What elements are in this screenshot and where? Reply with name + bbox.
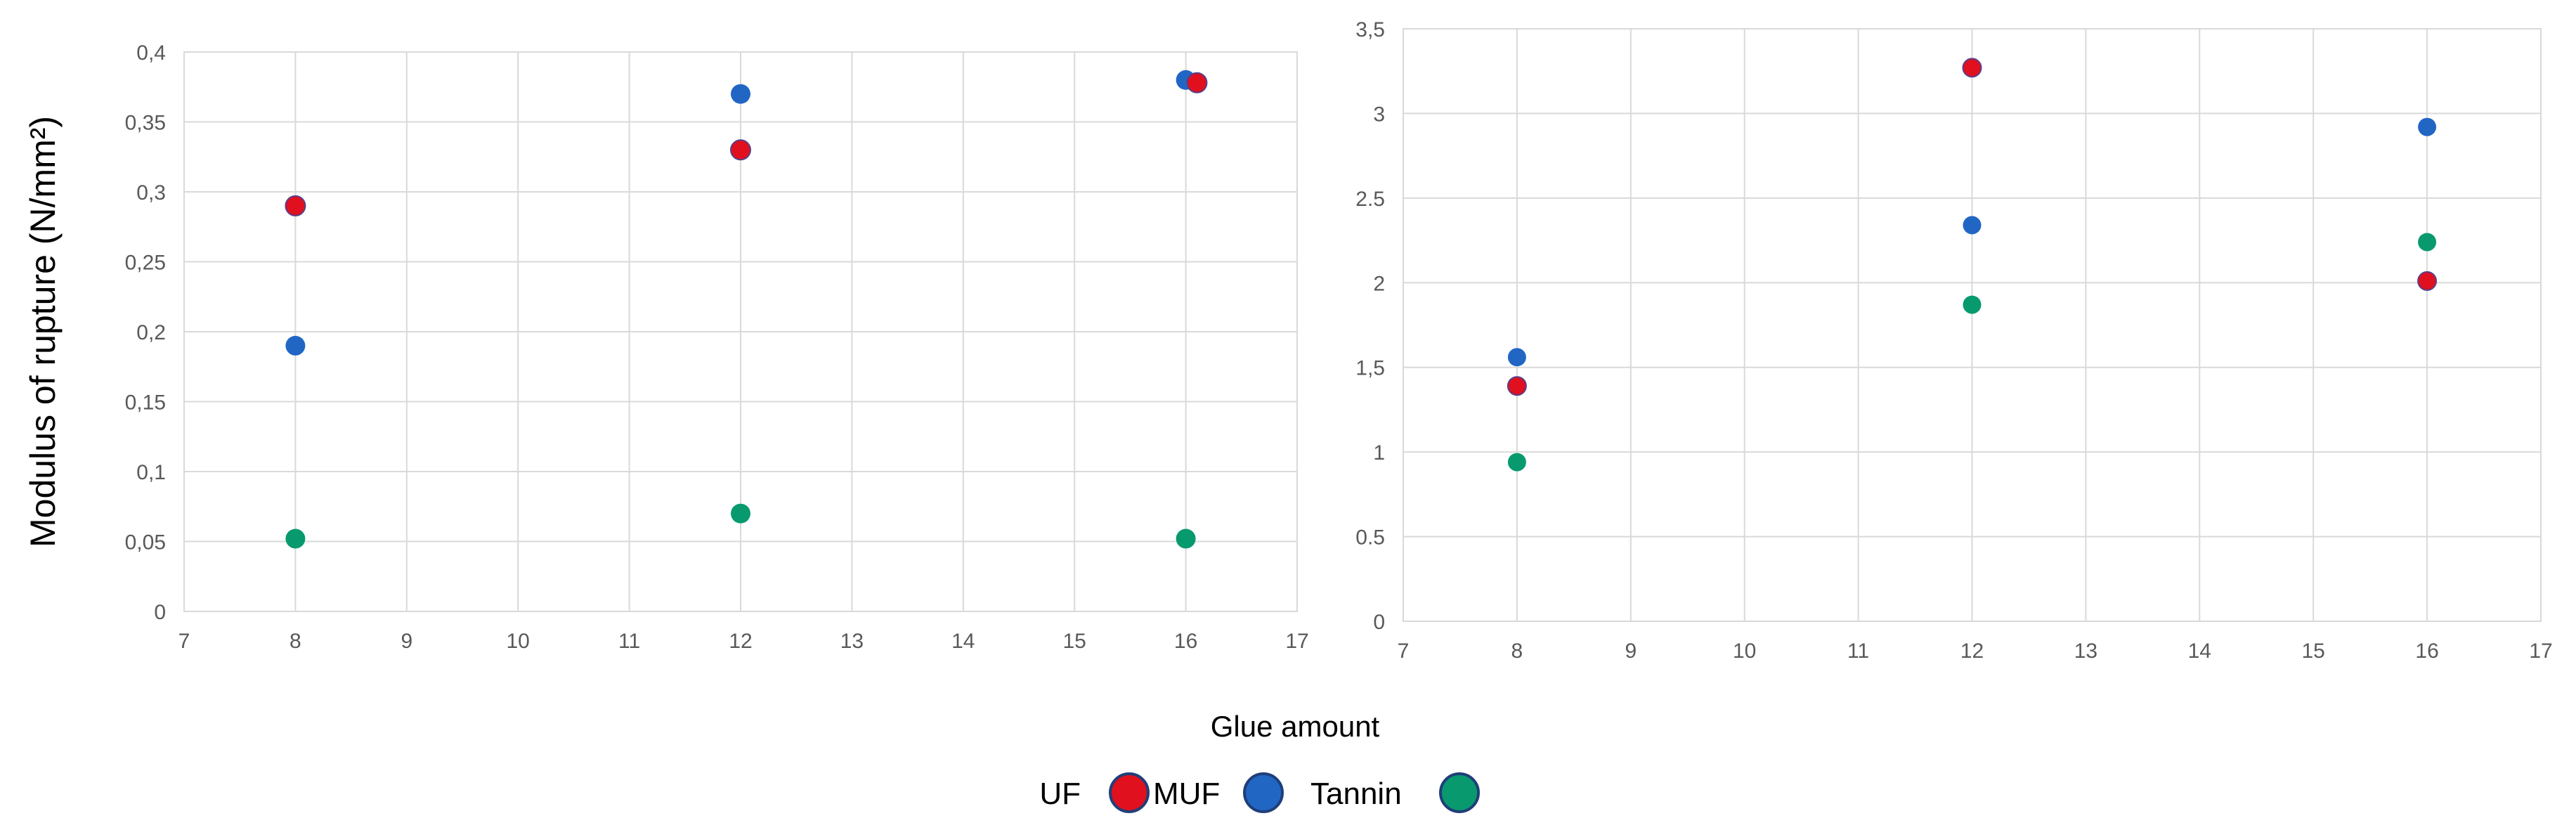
left-y-tick-label: 0,05 xyxy=(125,531,166,554)
chart-right: 7 8 9 10 11 12 13 14 15 16 17 0 0.5 1 1,5 2 2.5 3 3,5 xyxy=(1355,18,2552,663)
right-x-tick-label: 11 xyxy=(1847,640,1869,663)
left-point-uf xyxy=(730,139,751,161)
right-point-uf xyxy=(1962,58,1982,78)
left-y-tick-label: 0,3 xyxy=(136,181,166,205)
left-x-tick-label: 7 xyxy=(178,630,190,653)
right-x-tick-label: 13 xyxy=(2074,640,2097,663)
left-y-tick-label: 0 xyxy=(154,601,166,624)
right-y-tick-label: 2 xyxy=(1373,272,1385,295)
legend-swatch-uf xyxy=(1109,772,1150,813)
right-y-tick-label: 3,5 xyxy=(1355,18,1385,41)
y-axis-label: Modulus of rupture (N/mm²) xyxy=(23,116,63,547)
right-point-uf xyxy=(1507,376,1527,396)
left-y-tick-label: 0,2 xyxy=(136,321,166,344)
legend: UF MUF Tannin xyxy=(1039,772,1480,813)
left-x-tick-label: 11 xyxy=(618,630,640,653)
left-x-tick-label: 16 xyxy=(1174,630,1197,653)
right-point-tannin xyxy=(1963,295,1982,314)
x-axis-label: Glue amount xyxy=(1211,710,1380,743)
right-plot-frame xyxy=(1403,28,2542,622)
left-y-tick-label: 0,35 xyxy=(125,112,166,135)
left-plot-frame xyxy=(183,51,1298,612)
right-point-tannin xyxy=(2418,233,2437,252)
right-x-tick-label: 15 xyxy=(2302,640,2325,663)
legend-label-muf: MUF xyxy=(1153,777,1220,811)
right-point-muf xyxy=(1963,216,1982,235)
left-x-tick-label: 10 xyxy=(507,630,530,653)
right-point-muf xyxy=(1507,348,1526,367)
right-y-tick-label: 2.5 xyxy=(1355,188,1385,211)
left-x-tick-label: 12 xyxy=(729,630,752,653)
left-y-tick-label: 0,15 xyxy=(125,391,166,415)
left-x-tick-label: 17 xyxy=(1285,630,1308,653)
right-point-uf xyxy=(2417,271,2438,291)
left-point-uf xyxy=(285,195,306,216)
right-x-tick-label: 14 xyxy=(2188,640,2211,663)
right-x-tick-label: 12 xyxy=(1960,640,1984,663)
left-point-tannin xyxy=(1176,528,1196,549)
chart-left: 7 8 9 10 11 12 13 14 15 16 17 0 0,05 0,1 0,15 0,2 0,25 0,… xyxy=(125,41,1309,653)
left-point-uf xyxy=(1186,72,1208,93)
left-point-muf xyxy=(731,84,750,104)
left-point-tannin xyxy=(731,503,750,524)
right-y-tick-label: 0 xyxy=(1373,611,1385,634)
right-x-tick-label: 8 xyxy=(1511,640,1523,663)
right-y-tick-label: 1 xyxy=(1373,441,1385,465)
legend-swatch-tannin xyxy=(1439,772,1480,813)
right-point-tannin xyxy=(1507,453,1526,472)
legend-label-uf: UF xyxy=(1039,777,1081,811)
right-x-tick-label: 16 xyxy=(2415,640,2438,663)
right-y-tick-label: 0.5 xyxy=(1355,526,1385,550)
right-point-muf xyxy=(2418,117,2437,136)
left-x-tick-label: 9 xyxy=(401,630,412,653)
right-y-tick-label: 3 xyxy=(1373,103,1385,126)
right-x-tick-label: 10 xyxy=(1733,640,1756,663)
left-point-tannin xyxy=(285,528,306,549)
legend-swatch-muf xyxy=(1243,772,1284,813)
right-y-tick-label: 1,5 xyxy=(1355,357,1385,380)
right-x-tick-label: 17 xyxy=(2529,640,2552,663)
left-x-tick-label: 15 xyxy=(1063,630,1086,653)
left-point-muf xyxy=(285,335,306,356)
left-y-tick-label: 0,25 xyxy=(125,252,166,275)
left-x-tick-label: 14 xyxy=(951,630,975,653)
left-y-tick-label: 0,1 xyxy=(136,461,166,484)
left-y-tick-label: 0,4 xyxy=(136,41,166,65)
right-x-tick-label: 9 xyxy=(1625,640,1637,663)
left-x-tick-label: 13 xyxy=(840,630,864,653)
legend-label-tannin: Tannin xyxy=(1310,777,1402,811)
right-x-tick-label: 7 xyxy=(1398,640,1410,663)
left-x-tick-label: 8 xyxy=(290,630,301,653)
